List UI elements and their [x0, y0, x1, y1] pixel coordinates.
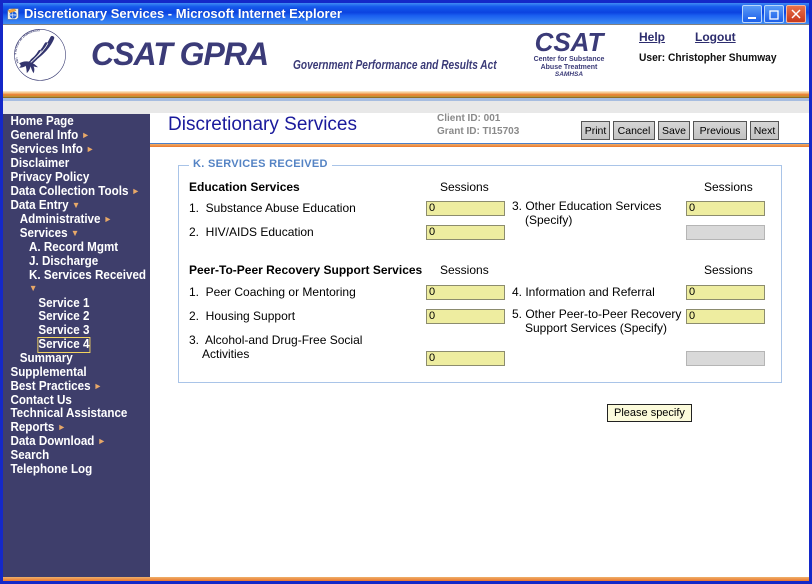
svg-text:USA: USA [15, 57, 20, 64]
svg-text:DEPARTMENT OF HEALTH & HUMAN S: DEPARTMENT OF HEALTH & HUMAN SERVICES [11, 27, 40, 55]
